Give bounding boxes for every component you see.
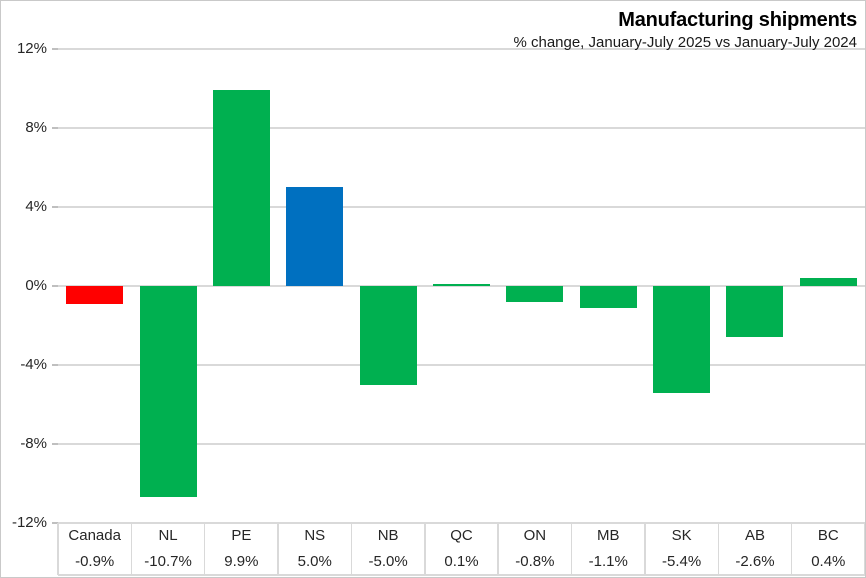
chart-header: Manufacturing shipments % change, Januar… (513, 8, 857, 52)
value-label-sk: -5.4% (661, 553, 702, 570)
y-axis-tick (52, 127, 58, 129)
bar-nb (359, 286, 417, 385)
value-label-nl: -10.7% (144, 553, 192, 570)
table-bottom-border (58, 574, 865, 576)
category-label-on: ON (523, 527, 547, 544)
gridline--8% (58, 443, 865, 445)
table-column-divider (277, 523, 279, 575)
table-column-divider (644, 523, 646, 575)
table-column-divider (424, 523, 426, 575)
bar-pe (212, 90, 270, 286)
table-column-divider (497, 523, 499, 575)
gridline--4% (58, 364, 865, 366)
y-axis-tick (52, 285, 58, 287)
gridline-12% (58, 48, 865, 50)
bar-sk (653, 286, 711, 393)
y-axis-tick-label: 12% (16, 40, 47, 57)
y-axis-tick (52, 206, 58, 208)
value-label-qc: 0.1% (444, 553, 479, 570)
category-label-sk: SK (671, 527, 692, 544)
category-label-nb: NB (377, 527, 399, 544)
y-axis-tick (52, 48, 58, 50)
category-label-bc: BC (817, 527, 839, 544)
y-axis-tick-label: 0% (25, 277, 47, 294)
y-axis-tick-label: 8% (25, 119, 47, 136)
table-column-divider (350, 523, 353, 575)
value-label-bc: 0.4% (811, 553, 846, 570)
bar-bc (799, 278, 857, 286)
value-label-nb: -5.0% (368, 553, 408, 570)
y-axis-tick-label: -4% (20, 356, 47, 373)
table-column-divider (570, 523, 573, 575)
gridline-8% (58, 127, 865, 129)
y-axis-tick (52, 443, 58, 445)
y-axis-tick-label: 4% (25, 198, 47, 215)
table-column-divider (717, 523, 720, 575)
y-axis-tick-label: -12% (11, 514, 47, 531)
category-label-mb: MB (596, 527, 620, 544)
chart-subtitle: % change, January-July 2025 vs January-J… (513, 34, 857, 51)
category-label-nl: NL (158, 527, 178, 544)
chart-title: Manufacturing shipments (618, 9, 857, 31)
table-column-divider (864, 523, 865, 575)
bar-ns (286, 187, 344, 286)
table-column-divider (130, 523, 133, 575)
value-label-on: -0.8% (515, 553, 555, 570)
gridline--12% (58, 522, 865, 524)
category-label-pe: PE (231, 527, 252, 544)
category-label-canada: Canada (68, 527, 121, 544)
bar-mb (579, 286, 637, 308)
y-axis-tick-label: -8% (20, 435, 47, 452)
bar-qc (433, 284, 490, 286)
bar-canada (66, 286, 124, 304)
bar-on (506, 286, 564, 302)
category-label-qc: QC (450, 527, 473, 544)
table-column-divider (57, 523, 59, 575)
category-label-ns: NS (304, 527, 326, 544)
gridline-4% (58, 206, 865, 208)
value-label-ns: 5.0% (297, 553, 332, 570)
value-label-pe: 9.9% (224, 553, 259, 570)
category-label-ab: AB (744, 527, 765, 544)
y-axis-tick (52, 522, 58, 524)
value-label-mb: -1.1% (588, 553, 628, 570)
table-column-divider (790, 523, 793, 575)
bar-ab (726, 286, 784, 338)
table-column-divider (203, 523, 206, 575)
y-axis-tick (52, 364, 58, 366)
value-label-canada: -0.9% (75, 553, 115, 570)
gridline-0% (58, 285, 865, 287)
value-label-ab: -2.6% (735, 553, 775, 570)
bar-nl (139, 286, 197, 498)
